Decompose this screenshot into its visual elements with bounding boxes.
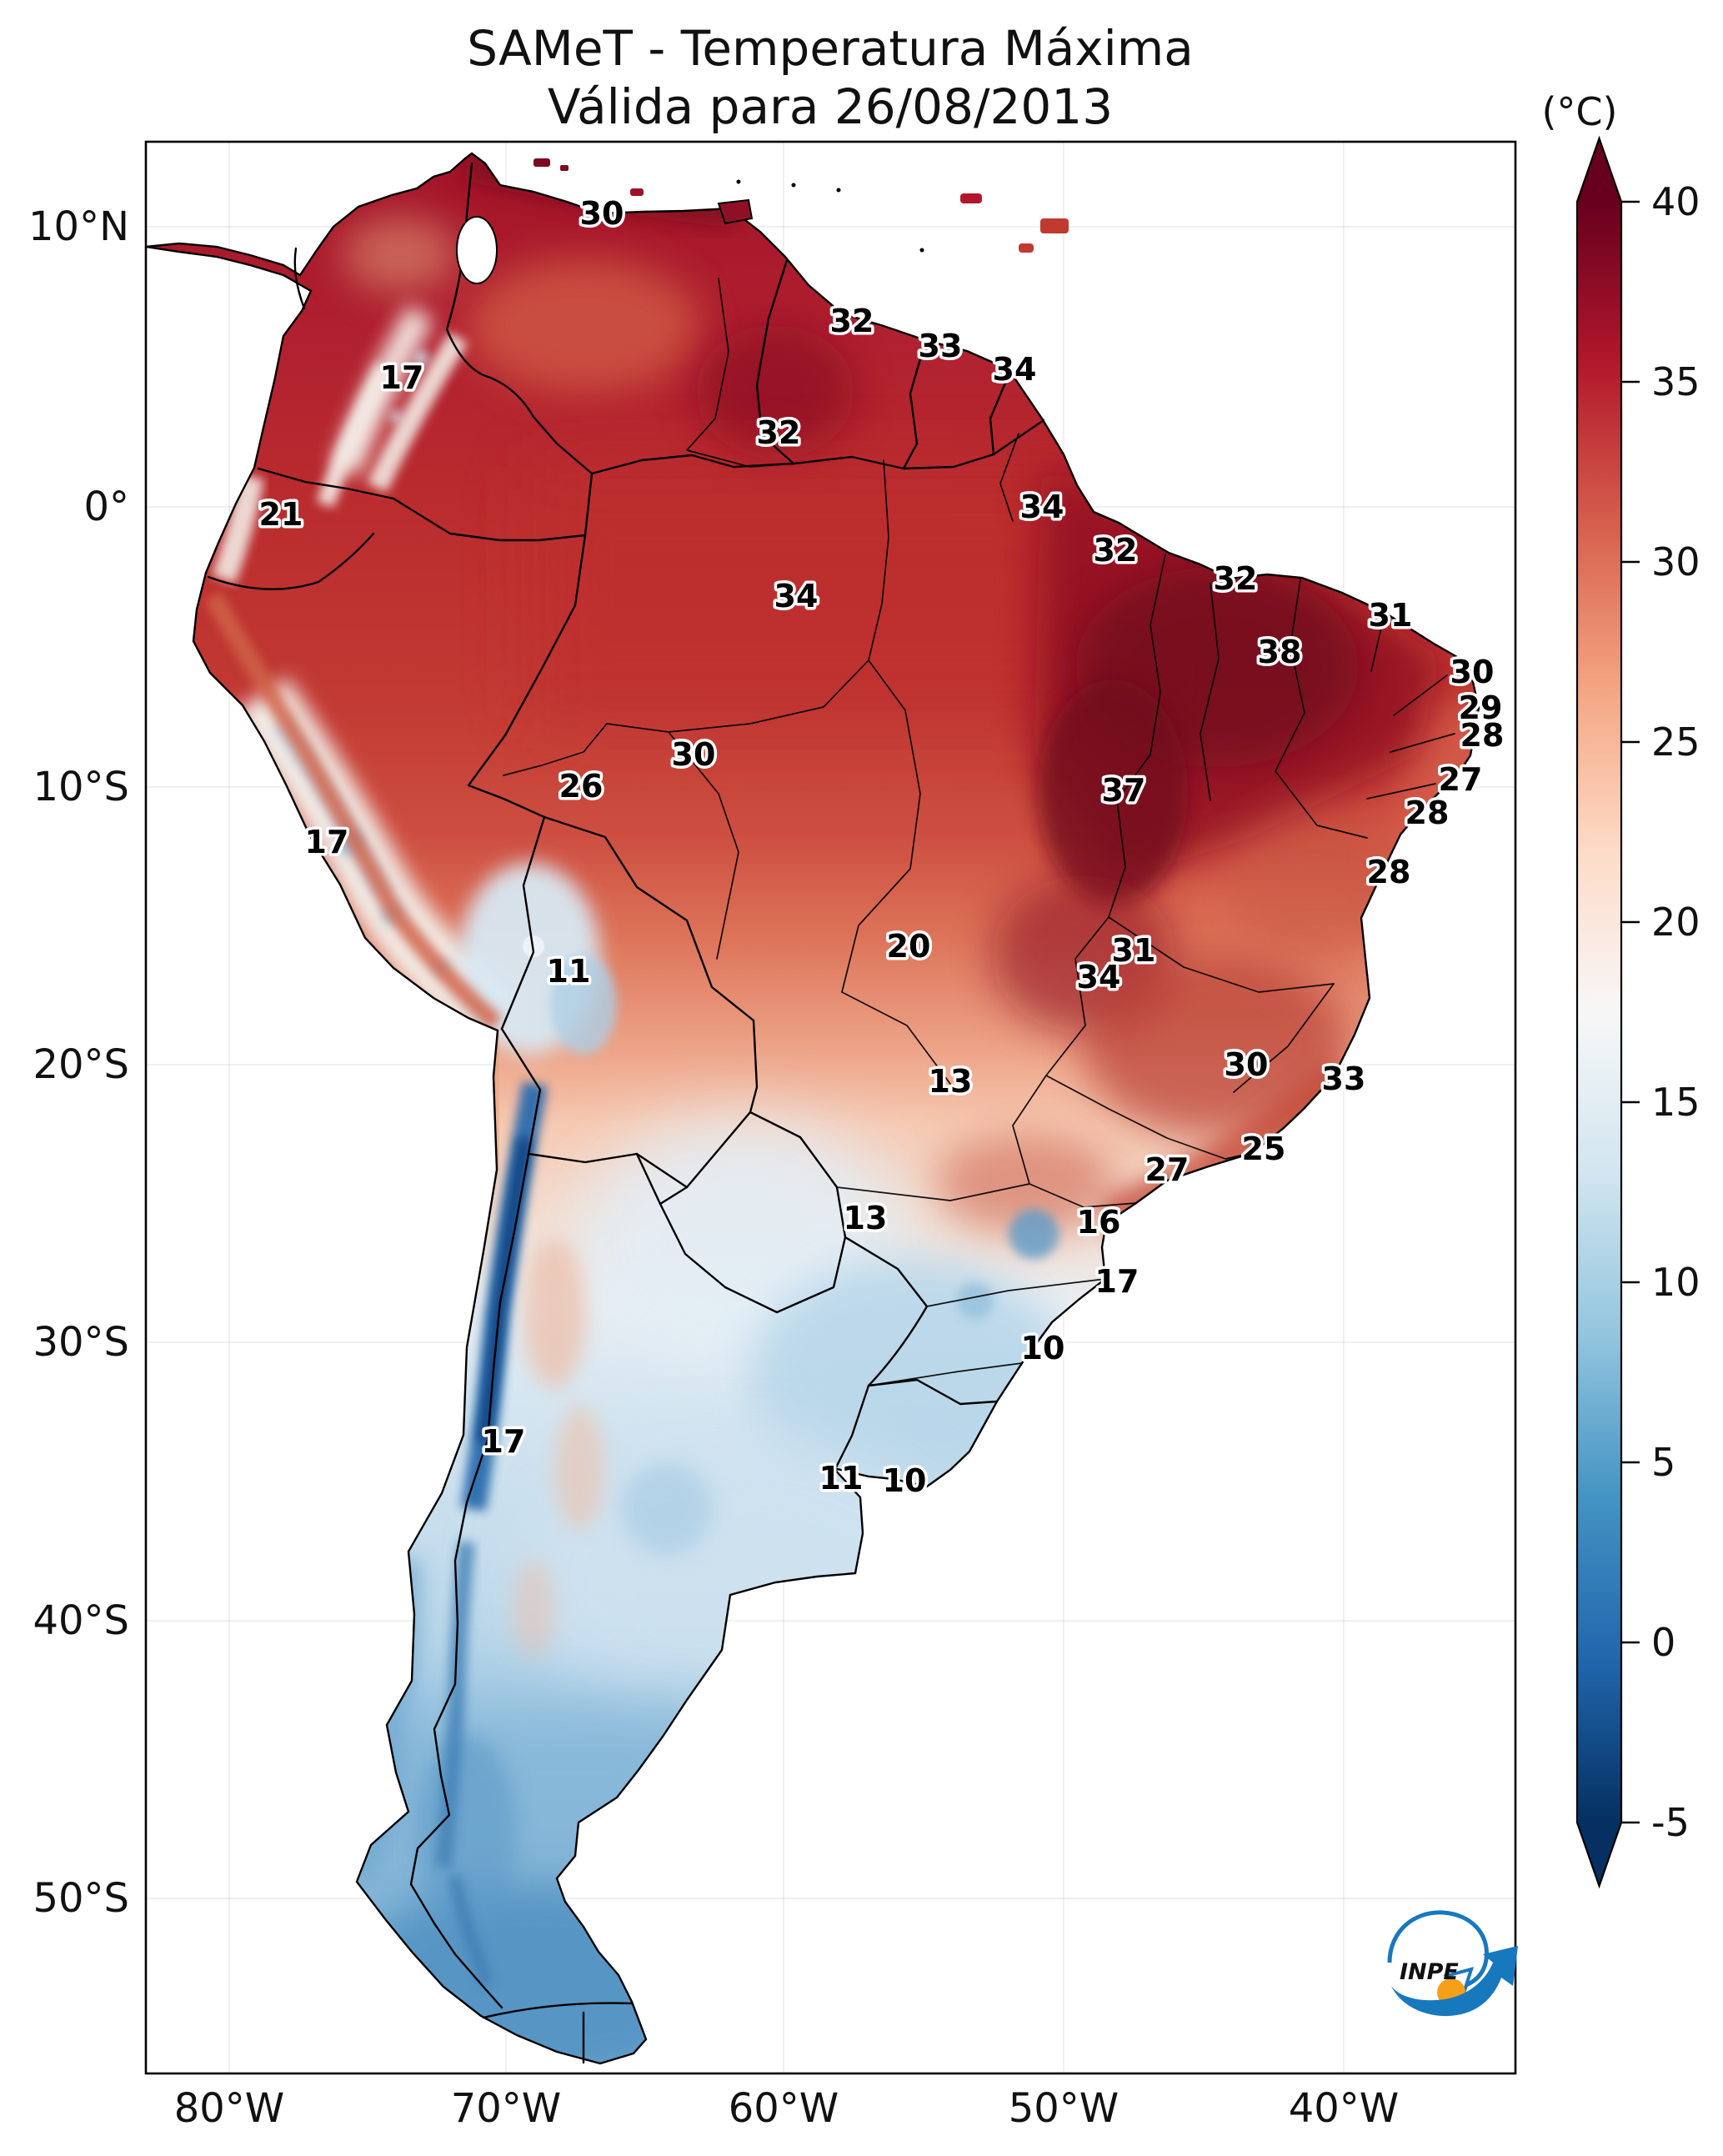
latitude-tick-label: 40°S: [33, 1597, 129, 1644]
temp-label: 28: [1367, 854, 1411, 890]
temp-label: 32: [1094, 532, 1138, 569]
colorbar-tick-label: 30: [1651, 539, 1700, 584]
logo-text: INPE: [1400, 1959, 1459, 1985]
latitude-tick-label: 0°: [83, 484, 129, 530]
temp-label: 33: [1322, 1060, 1366, 1097]
colorbar-tick-label: 40: [1651, 179, 1700, 224]
colorbar-bar: [1575, 135, 1623, 1889]
temp-label: 21: [259, 496, 303, 533]
temp-label: 10: [1021, 1330, 1065, 1366]
islands: [533, 158, 1069, 253]
temp-label: 10: [883, 1462, 927, 1499]
longitude-tick-label: 60°W: [729, 2085, 839, 2132]
temp-label: 11: [819, 1460, 864, 1497]
colorbar: 40 35 30 25 20 15 10 5 0 -5 (°C): [1541, 89, 1700, 1889]
temp-label: 30: [672, 736, 716, 773]
latitude-tick-label: 30°S: [33, 1319, 129, 1366]
temp-label: 11: [547, 953, 591, 990]
temperature-field: [146, 153, 1479, 2063]
longitude-tick-label: 70°W: [451, 2085, 562, 2132]
map-frame: [144, 140, 1517, 2075]
temp-label: 32: [830, 303, 874, 339]
temp-label: 34: [993, 351, 1037, 388]
temp-label: 30: [580, 195, 624, 232]
temp-label: 25: [1242, 1131, 1286, 1167]
temp-label: 20: [887, 928, 931, 965]
latitude-tick-label: 50°S: [33, 1875, 129, 1922]
colorbar-tick-label: 20: [1651, 900, 1700, 945]
temp-label: 17: [380, 359, 424, 396]
temp-label: 34: [1020, 489, 1064, 525]
longitude-tick-label: 80°W: [174, 2085, 285, 2132]
colorbar-tick-label: 0: [1651, 1620, 1675, 1665]
temp-label: 32: [757, 414, 801, 451]
temp-label: 37: [1102, 772, 1146, 809]
colorbar-tick-label: 5: [1651, 1440, 1675, 1485]
temp-label: 27: [1145, 1151, 1190, 1188]
inpe-logo: INPE: [1387, 1910, 1518, 2017]
temp-label: 30: [1450, 654, 1495, 690]
temp-label: 17: [482, 1423, 526, 1460]
temp-label: 31: [1112, 932, 1156, 969]
colorbar-tick-label: 25: [1651, 720, 1700, 765]
colorbar-tick-label: 10: [1651, 1260, 1700, 1305]
temp-label: 27: [1439, 761, 1483, 798]
title-block: SAMeT - Temperatura Máxima Válida para 2…: [467, 20, 1194, 135]
logo-swoosh-arrow-icon: [1391, 1946, 1518, 2017]
colorbar-tick-label: 35: [1651, 359, 1700, 404]
logo-spiral-icon: [1387, 1910, 1489, 1989]
temp-label: 32: [1214, 560, 1258, 597]
temp-label: 13: [929, 1063, 973, 1100]
temp-label: 16: [1077, 1204, 1121, 1241]
temp-label: 38: [1258, 634, 1302, 670]
lake-maracaibo: [456, 216, 498, 284]
temp-label: 29: [1459, 689, 1503, 726]
latitude-tick-label: 10°S: [33, 764, 129, 810]
temp-label: 34: [774, 578, 819, 614]
longitude-tick-label: 40°W: [1289, 2085, 1400, 2132]
temp-label: 28: [1405, 795, 1450, 831]
longitude-tick-label: 50°W: [1009, 2085, 1119, 2132]
page-title: SAMeT - Temperatura Máxima: [467, 20, 1194, 77]
temp-label: 33: [919, 328, 963, 364]
colorbar-unit-label: (°C): [1541, 89, 1617, 134]
colorbar-tick-label: 15: [1651, 1080, 1700, 1125]
temp-label: 17: [1095, 1263, 1139, 1300]
temp-label: 30: [1225, 1046, 1269, 1083]
colorbar-ticks: 40 35 30 25 20 15 10 5 0 -5: [1621, 179, 1700, 1845]
page-subtitle: Válida para 26/08/2013: [548, 78, 1113, 135]
temp-label: 34: [1077, 959, 1121, 995]
latitude-tick-label: 10°N: [28, 203, 129, 250]
temp-label: 13: [844, 1200, 888, 1236]
temp-label: 26: [559, 768, 604, 805]
latitude-tick-label: 20°S: [33, 1041, 129, 1088]
colorbar-tick-label: -5: [1651, 1800, 1690, 1845]
temp-label: 31: [1369, 597, 1413, 634]
axis-labels: 10°N 0° 10°S 20°S 30°S 40°S 50°S 80°W 70°W 60°W 50…: [28, 203, 1399, 2132]
temp-label: 17: [305, 824, 349, 860]
state-borders: [503, 278, 1455, 1386]
temp-label: 28: [1460, 717, 1505, 754]
temperature-labels: 3017213233343234323234313830292827282830…: [256, 193, 1507, 1502]
